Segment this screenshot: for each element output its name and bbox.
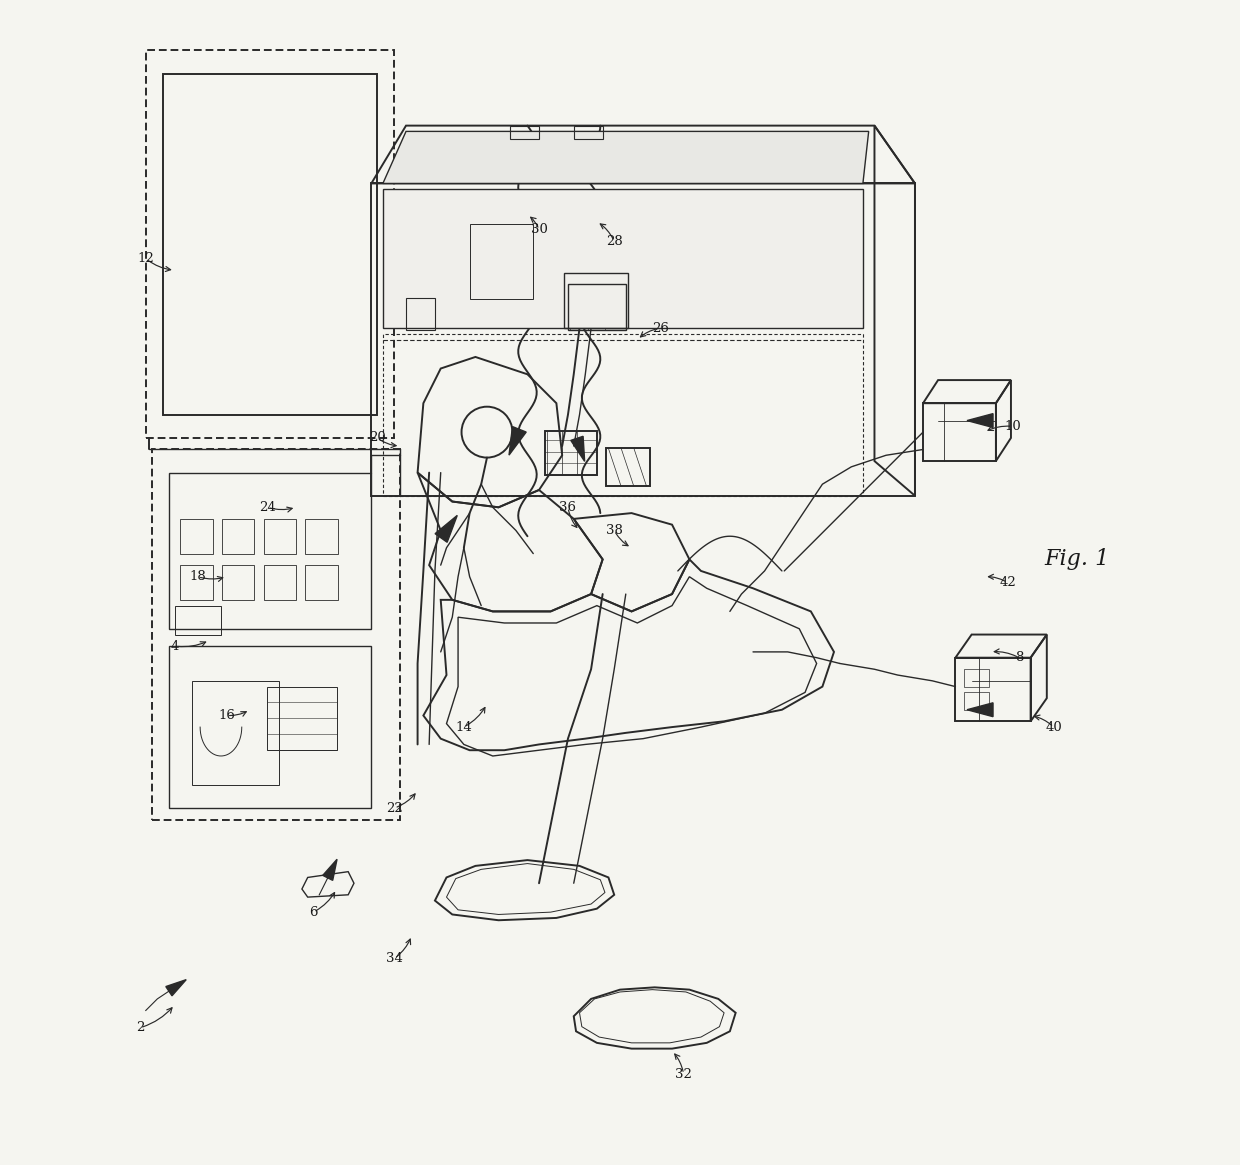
- Bar: [146, 50, 394, 438]
- Bar: [181, 565, 213, 600]
- Text: 30: 30: [531, 224, 548, 236]
- Polygon shape: [510, 426, 526, 456]
- Polygon shape: [967, 414, 993, 428]
- Polygon shape: [967, 702, 993, 716]
- Bar: [305, 518, 337, 553]
- Polygon shape: [435, 515, 458, 542]
- Bar: [151, 450, 401, 820]
- Text: 14: 14: [455, 721, 472, 734]
- Bar: [175, 606, 221, 635]
- Bar: [544, 431, 596, 475]
- Bar: [264, 565, 296, 600]
- Bar: [606, 449, 650, 487]
- Polygon shape: [383, 132, 869, 183]
- Bar: [963, 692, 990, 709]
- Bar: [164, 73, 377, 415]
- Bar: [470, 224, 533, 299]
- Bar: [568, 284, 626, 331]
- Bar: [267, 686, 336, 750]
- Polygon shape: [166, 980, 186, 996]
- Text: 40: 40: [1045, 721, 1063, 734]
- Bar: [181, 518, 213, 553]
- Text: 8: 8: [1014, 651, 1023, 664]
- Bar: [169, 473, 371, 629]
- Text: 36: 36: [559, 501, 577, 514]
- Polygon shape: [570, 436, 584, 461]
- Text: 26: 26: [652, 322, 668, 334]
- Bar: [264, 518, 296, 553]
- Text: 24: 24: [259, 501, 275, 514]
- Bar: [963, 669, 990, 686]
- Text: Fig. 1: Fig. 1: [1044, 549, 1110, 571]
- Bar: [222, 565, 254, 600]
- Bar: [383, 334, 863, 496]
- Text: 16: 16: [218, 709, 236, 722]
- Bar: [510, 126, 539, 140]
- Bar: [564, 273, 629, 329]
- Text: 28: 28: [606, 235, 622, 248]
- Text: 12: 12: [138, 252, 154, 266]
- Text: 18: 18: [190, 570, 206, 584]
- Text: 2: 2: [136, 1022, 144, 1035]
- Text: 32: 32: [675, 1067, 692, 1081]
- Text: 34: 34: [386, 952, 403, 965]
- Text: 42: 42: [999, 576, 1016, 589]
- Polygon shape: [322, 860, 337, 881]
- Text: 4: 4: [170, 640, 179, 652]
- Text: 6: 6: [309, 905, 317, 919]
- Bar: [192, 680, 279, 785]
- Text: 20: 20: [368, 431, 386, 444]
- Bar: [405, 298, 435, 331]
- Text: 22: 22: [386, 802, 403, 814]
- Bar: [305, 565, 337, 600]
- Polygon shape: [383, 189, 863, 329]
- Text: 38: 38: [606, 524, 622, 537]
- Text: 10: 10: [1004, 419, 1022, 433]
- Bar: [574, 126, 603, 140]
- Bar: [222, 518, 254, 553]
- Bar: [169, 647, 371, 809]
